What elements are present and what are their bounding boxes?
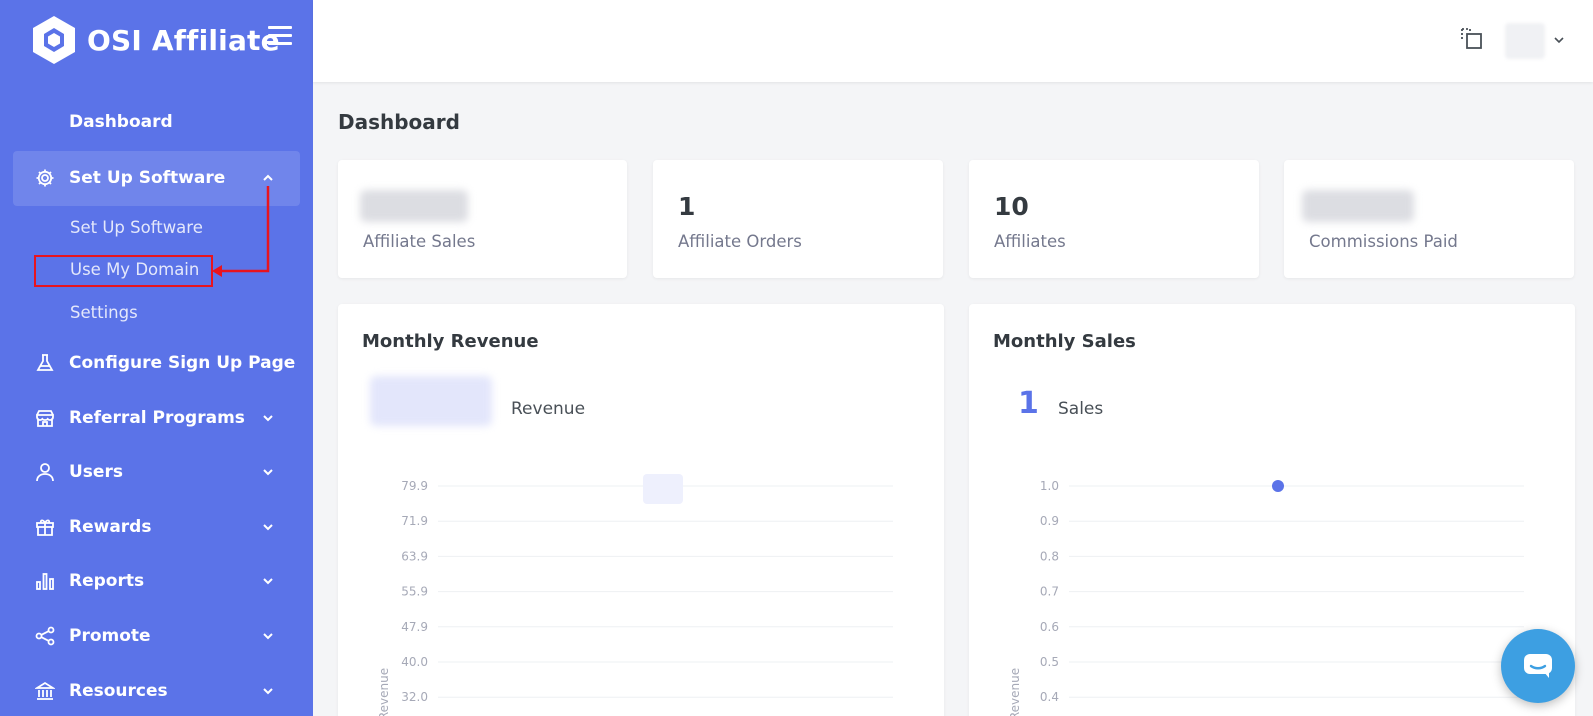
stat-label: Affiliate Sales [363,232,476,251]
sidebar-active-background [13,151,300,206]
page-title: Dashboard [338,110,460,134]
blurred-value [360,190,468,222]
stat-card-affiliates: 10 Affiliates [969,160,1259,278]
avatar[interactable] [1505,23,1545,59]
submenu-item-setup-software[interactable]: Set Up Software [70,218,203,237]
sidebar-item-label: Set Up Software [69,168,226,188]
sales-chart: 1.0 0.9 0.8 0.7 0.6 0.5 0.4 Revenue [1008,479,1524,716]
y-tick-label: 40.0 [401,655,428,669]
sidebar-item-label: Referral Programs [69,408,245,428]
sidebar-item-setup-software[interactable]: Set Up Software [0,158,313,198]
monthly-revenue-panel: Monthly Revenue Revenue 79.9 71.9 63.9 55.9… [338,304,944,716]
sidebar-item-resources[interactable]: Resources [0,671,313,711]
submenu-item-use-my-domain[interactable]: Use My Domain [70,260,200,279]
blurred-revenue-value [370,376,492,426]
blurred-data-mark [643,474,683,504]
sidebar-item-label: Configure Sign Up Page [69,353,296,373]
blurred-value [1302,190,1414,222]
sidebar-item-reports[interactable]: Reports [0,561,313,601]
bank-icon [34,680,56,702]
stat-label: Commissions Paid [1309,232,1458,251]
gift-icon [34,516,56,538]
chevron-down-icon [263,578,273,585]
y-tick-label: 1.0 [1040,479,1059,493]
stat-value: 1 [678,192,696,221]
y-tick-label: 55.9 [401,585,428,599]
revenue-label: Revenue [511,399,586,419]
stat-card-affiliate-orders: 1 Affiliate Orders [653,160,943,278]
sidebar-item-dashboard[interactable]: Dashboard [0,102,313,142]
hamburger-menu-icon[interactable] [268,26,292,48]
sidebar-item-rewards[interactable]: Rewards [0,507,313,547]
gear-icon [34,167,56,189]
y-tick-label: 32.0 [401,690,428,704]
chevron-down-icon [263,633,273,640]
chevron-down-icon [263,415,273,422]
bar-chart-icon [34,570,56,592]
y-tick-label: 0.8 [1040,549,1059,563]
stat-value: 10 [994,192,1029,221]
y-tick-label: 0.6 [1040,620,1059,634]
y-tick-label: 71.9 [401,514,428,528]
y-axis-title: Revenue [1008,668,1022,716]
user-icon [34,461,56,483]
y-tick-label: 0.4 [1040,690,1059,704]
chat-widget-button[interactable] [1501,629,1575,703]
sidebar-item-label: Promote [69,626,151,646]
arrow-annotation [212,186,270,277]
sidebar-item-promote[interactable]: Promote [0,616,313,656]
sidebar-item-referral-programs[interactable]: Referral Programs [0,398,313,438]
revenue-chart: 79.9 71.9 63.9 55.9 47.9 40.0 32.0 Revenue [377,474,893,716]
y-tick-label: 0.7 [1040,585,1059,599]
stat-card-commissions-paid: Commissions Paid [1284,160,1574,278]
sales-label: Sales [1058,399,1104,419]
highlight-annotation-box [34,255,213,287]
brand[interactable]: OSI Affiliate [30,14,280,66]
sidebar-item-label: Dashboard [69,112,173,132]
chat-bubble-icon [1524,654,1552,678]
y-tick-label: 63.9 [401,549,428,563]
topbar [313,0,1593,82]
brand-name: OSI Affiliate [87,23,280,57]
share-icon [34,625,56,647]
sales-value: 1 [1018,386,1039,421]
sidebar-item-configure-signup[interactable]: Configure Sign Up Page [0,343,313,383]
stat-card-affiliate-sales: Affiliate Sales [338,160,627,278]
y-tick-label: 0.5 [1040,655,1059,669]
y-tick-label: 79.9 [401,479,428,493]
monthly-sales-panel: Monthly Sales 1 Sales 1.0 0.9 0.8 0.7 0.6 0.5… [969,304,1575,716]
sidebar-item-users[interactable]: Users [0,452,313,492]
fullscreen-icon[interactable] [1459,26,1485,52]
chevron-down-icon [263,688,273,695]
y-tick-label: 0.9 [1040,514,1059,528]
chevron-down-icon[interactable] [1554,36,1564,44]
sidebar-item-label: Rewards [69,517,152,537]
chevron-up-icon [263,174,273,181]
chevron-down-icon [263,469,273,476]
submenu-item-settings[interactable]: Settings [70,303,138,322]
stat-label: Affiliate Orders [678,232,802,251]
y-axis-title: Revenue [377,668,391,716]
stat-label: Affiliates [994,232,1066,251]
data-point [1272,480,1284,492]
chevron-down-icon [263,524,273,531]
y-tick-label: 47.9 [401,620,428,634]
sidebar-item-label: Resources [69,681,168,701]
panel-title: Monthly Sales [993,331,1136,352]
store-icon [34,407,56,429]
logo-hexagon-icon [33,16,75,64]
flask-icon [34,352,56,374]
sidebar-item-label: Users [69,462,123,482]
sidebar-item-label: Reports [69,571,145,591]
sidebar: OSI Affiliate Dashboard Set Up Software … [0,0,313,716]
panel-title: Monthly Revenue [362,331,539,352]
